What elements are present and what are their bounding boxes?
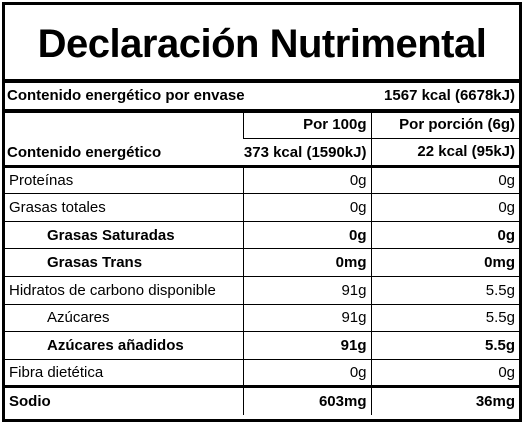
row-label: Grasas Saturadas	[5, 220, 244, 250]
row-per-100g: 0mg	[242, 248, 372, 278]
row-per-100g: 0g	[242, 220, 372, 250]
row-label: Azúcares añadidos	[5, 331, 244, 360]
table-row: Azúcares 91g 5.5g	[5, 303, 519, 333]
row-label: Grasas Trans	[5, 248, 244, 278]
row-per-serving: 36mg	[370, 385, 519, 415]
table-row: Grasas totales 0g 0g	[5, 193, 519, 222]
energy-label: Contenido energético	[7, 144, 162, 162]
divider-thick	[5, 79, 519, 83]
table-row: Hidratos de carbono disponible 91g 5.5g	[5, 276, 519, 305]
row-per-100g: 0g	[242, 164, 372, 195]
row-per-serving: 0g	[370, 358, 519, 388]
table-row: Grasas Saturadas 0g 0g	[5, 220, 519, 250]
row-per-serving: 0g	[370, 164, 519, 195]
table-row: Sodio 603mg 36mg	[5, 385, 519, 415]
energy-per-package-label: Contenido energético por envase	[7, 87, 245, 104]
row-per-serving: 0g	[370, 193, 519, 222]
nutrition-table: Por 100g Por porción (6g) Contenido ener…	[5, 111, 519, 415]
energy-row: Contenido energético 373 kcal (1590kJ) 2…	[5, 138, 519, 167]
label-title: Declaración Nutrimental	[37, 22, 487, 66]
energy-per-100g: 373 kcal (1590kJ)	[243, 144, 367, 162]
row-per-100g: 91g	[242, 276, 372, 305]
table-row: Azúcares añadidos 91g 5.5g	[5, 331, 519, 360]
table-row: Fibra dietética 0g 0g	[5, 358, 519, 388]
row-label: Sodio	[5, 385, 244, 415]
row-label: Proteínas	[5, 164, 244, 195]
energy-cell: Contenido energético 373 kcal (1590kJ)	[5, 138, 372, 167]
energy-per-serving: 22 kcal (95kJ)	[370, 138, 519, 167]
nutrition-label: Declaración Nutrimental Contenido energé…	[2, 2, 522, 422]
energy-per-package-value: 1567 kcal (6678kJ)	[384, 87, 515, 104]
table-row: Proteínas 0g 0g	[5, 164, 519, 195]
row-label: Fibra dietética	[5, 358, 244, 388]
row-per-serving: 5.5g	[370, 331, 519, 360]
table-row: Grasas Trans 0mg 0mg	[5, 248, 519, 278]
row-per-100g: 91g	[242, 331, 372, 360]
row-label: Hidratos de carbono disponible	[5, 276, 244, 305]
row-per-serving: 0g	[370, 220, 519, 250]
row-label: Azúcares	[5, 303, 244, 333]
row-label: Grasas totales	[5, 193, 244, 222]
row-per-100g: 0g	[242, 358, 372, 388]
energy-per-package-row: Contenido energético por envase 1567 kca…	[5, 83, 519, 109]
row-per-serving: 0mg	[370, 248, 519, 278]
header-blank	[5, 111, 244, 139]
row-per-100g: 0g	[242, 193, 372, 222]
row-per-serving: 5.5g	[370, 276, 519, 305]
header-per-serving: Por porción (6g)	[370, 111, 519, 140]
row-per-serving: 5.5g	[370, 303, 519, 333]
header-row: Por 100g Por porción (6g)	[5, 111, 519, 140]
header-per-100g: Por 100g	[242, 111, 372, 140]
row-per-100g: 91g	[242, 303, 372, 333]
row-per-100g: 603mg	[242, 385, 372, 415]
